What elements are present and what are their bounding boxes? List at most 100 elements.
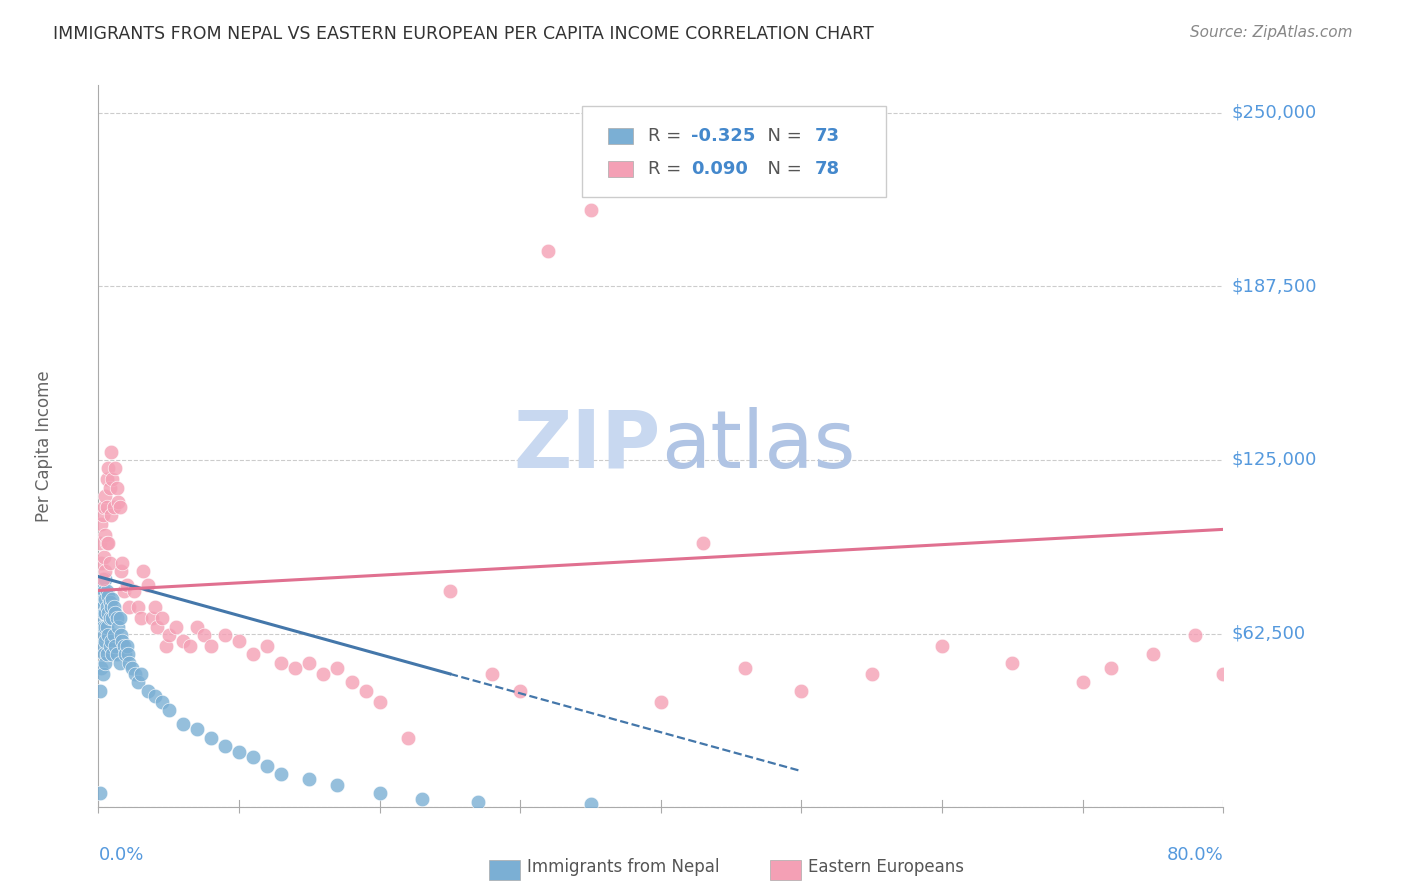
Point [111,633,134,648]
Point [439,583,461,598]
Point [90,516,112,531]
Point [104,461,127,475]
Text: $187,500: $187,500 [1232,277,1317,295]
Point [860,666,883,681]
Point [1184,628,1206,642]
Point [1001,656,1024,670]
Point [90,661,112,675]
Point [96,648,118,662]
Point [396,731,419,745]
Point [101,648,124,662]
Point [136,578,159,592]
Point [284,661,307,675]
Point [94,564,117,578]
Point [340,675,363,690]
Point [107,494,129,508]
Point [650,695,672,709]
Point [98,556,121,570]
Point [90,591,112,606]
Text: atlas: atlas [661,407,855,485]
Point [579,797,602,812]
Point [111,556,134,570]
Point [312,666,335,681]
Point [146,619,169,633]
Point [91,573,114,587]
Point [105,481,128,495]
Point [256,758,278,772]
Point [112,583,135,598]
Point [1071,675,1094,690]
Point [481,666,503,681]
Point [91,639,114,653]
Point [143,689,166,703]
Point [411,792,433,806]
Text: 0.0%: 0.0% [98,847,143,864]
Point [108,611,131,625]
Point [101,472,124,486]
Point [110,628,132,642]
Point [94,619,117,633]
Point [107,619,129,633]
Point [228,745,250,759]
Point [129,666,152,681]
Point [734,661,756,675]
Point [124,666,146,681]
Point [108,656,131,670]
Text: Per Capita Income: Per Capita Income [35,370,53,522]
Point [1212,666,1234,681]
Point [790,683,813,698]
Point [93,606,115,620]
Point [105,611,128,625]
Point [467,795,489,809]
Point [136,683,159,698]
Text: -0.325: -0.325 [692,127,755,145]
Text: $125,000: $125,000 [1232,450,1317,469]
Point [94,573,117,587]
Point [270,656,292,670]
Point [228,633,250,648]
Point [537,244,560,259]
Point [104,606,127,620]
Point [186,619,208,633]
Point [96,500,118,515]
Point [326,661,349,675]
Text: 73: 73 [815,127,839,145]
Point [94,489,117,503]
Point [122,583,145,598]
Point [98,594,121,608]
Point [186,723,208,737]
Point [93,550,115,565]
Point [242,750,264,764]
Text: Source: ZipAtlas.com: Source: ZipAtlas.com [1189,25,1353,40]
Point [354,683,377,698]
Point [270,767,292,781]
Point [214,628,236,642]
Point [93,500,115,515]
Point [132,564,155,578]
Point [242,648,264,662]
Point [93,583,115,598]
Point [117,648,139,662]
Point [94,606,117,620]
Point [98,639,121,653]
Point [256,639,278,653]
Text: R =: R = [648,161,688,178]
Point [172,717,194,731]
Point [368,695,391,709]
Point [143,600,166,615]
Point [692,536,714,550]
Point [90,556,112,570]
Point [108,500,131,515]
Point [172,633,194,648]
Point [298,772,321,787]
Point [621,161,644,175]
Point [200,639,222,653]
Point [326,778,349,792]
Point [97,606,120,620]
Point [127,600,149,615]
Point [100,508,122,523]
FancyBboxPatch shape [607,161,633,178]
Point [89,786,111,800]
Point [93,648,115,662]
Point [1099,661,1122,675]
